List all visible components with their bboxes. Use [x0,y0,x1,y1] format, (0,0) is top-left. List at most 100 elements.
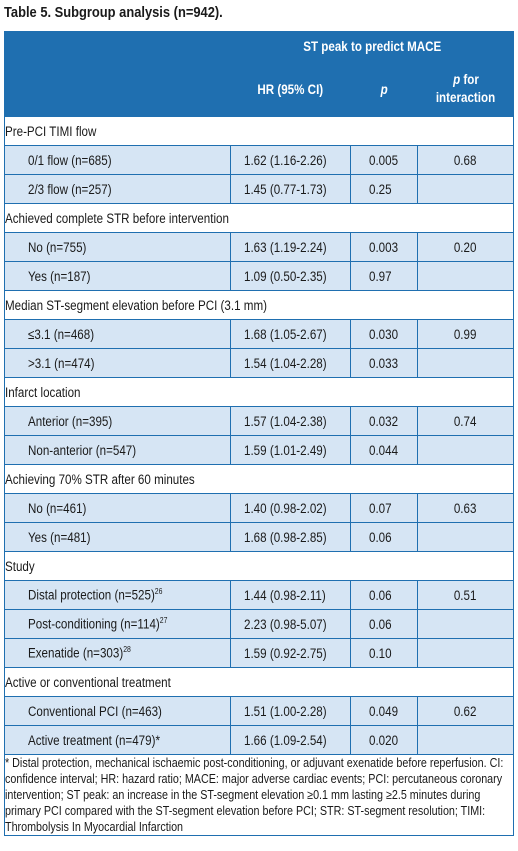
row-label: Yes (n=187) [4,261,231,291]
row-label: Post-conditioning (n=114)27 [4,609,231,639]
row-label: Conventional PCI (n=463) [4,696,231,726]
table-title: Table 5. Subgroup analysis (n=942). [4,4,223,21]
hr-ci-value: 1.54 (1.04-2.28) [230,348,351,378]
p-value: 0.10 [350,638,418,668]
table-row: Yes (n=187) 1.09 (0.50-2.35) 0.97 [4,261,514,291]
table-row: 0/1 flow (n=685) 1.62 (1.16-2.26) 0.005 0.6… [4,145,514,175]
hr-ci-value: 1.44 (0.98-2.11) [230,580,351,610]
header-row-columns: HR (95% CI) p p for interaction [5,61,514,117]
p-interaction-value [417,174,514,204]
section-row: Study [4,551,514,581]
section-title: Pre-PCI TIMI flow [4,116,514,146]
section-row: Pre-PCI TIMI flow [4,116,514,146]
table-row: 2/3 flow (n=257) 1.45 (0.77-1.73) 0.25 [4,174,514,204]
p-value: 0.06 [350,580,418,610]
hr-ci-value: 1.57 (1.04-2.38) [230,406,351,436]
header-row-group: ST peak to predict MACE [4,31,514,117]
row-label: ≤3.1 (n=468) [4,319,231,349]
section-title: Infarct location [4,377,514,407]
hr-ci-value: 1.45 (0.77-1.73) [230,174,351,204]
p-value: 0.033 [350,348,418,378]
section-row: Achieving 70% STR after 60 minutes [4,464,514,494]
table-body: Pre-PCI TIMI flow 0/1 flow (n=685) 1.62 (1… [4,116,514,755]
p-value: 0.032 [350,406,418,436]
section-row: Median ST-segment elevation before PCI (… [4,290,514,320]
hr-ci-value: 1.66 (1.09-2.54) [230,725,351,755]
p-value: 0.003 [350,232,418,262]
header-group-cell: ST peak to predict MACE [230,31,514,62]
header-blank-cell [4,31,231,117]
hr-ci-value: 1.68 (0.98-2.85) [230,522,351,552]
row-label: Anterior (n=395) [4,406,231,436]
table-row: Exenatide (n=303)28 1.59 (0.92-2.75) 0.10 [4,638,514,668]
p-interaction-value: 0.63 [417,493,514,523]
section-title: Median ST-segment elevation before PCI (… [4,290,514,320]
row-label: Non-anterior (n=547) [4,435,231,465]
section-row: Active or conventional treatment [4,667,514,697]
section-title: Achieved complete STR before interventio… [4,203,514,233]
hr-ci-value: 1.09 (0.50-2.35) [230,261,351,291]
row-label: 2/3 flow (n=257) [4,174,231,204]
p-interaction-value [417,638,514,668]
p-interaction-value: 0.51 [417,580,514,610]
hr-ci-value: 1.59 (1.01-2.49) [230,435,351,465]
reference-superscript: 27 [159,616,168,626]
table-row: Distal protection (n=525)26 1.44 (0.98-2.… [4,580,514,610]
p-value: 0.06 [350,522,418,552]
header-hr: HR (95% CI) [230,61,351,117]
hr-ci-value: 1.68 (1.05-2.67) [230,319,351,349]
p-value: 0.020 [350,725,418,755]
section-row: Infarct location [4,377,514,407]
p-interaction-value: 0.68 [417,145,514,175]
p-value: 0.030 [350,319,418,349]
p-value: 0.97 [350,261,418,291]
table-row: Anterior (n=395) 1.57 (1.04-2.38) 0.032 0.7… [4,406,514,436]
header-p: p [350,61,418,117]
row-label: >3.1 (n=474) [4,348,231,378]
section-title: Achieving 70% STR after 60 minutes [4,464,514,494]
table-row: No (n=755) 1.63 (1.19-2.24) 0.003 0.20 [4,232,514,262]
p-value: 0.044 [350,435,418,465]
row-label: Active treatment (n=479)* [4,725,231,755]
hr-ci-value: 2.23 (0.98-5.07) [230,609,351,639]
p-interaction-value [417,435,514,465]
p-interaction-value [417,609,514,639]
row-label: No (n=755) [4,232,231,262]
p-interaction-value: 0.62 [417,696,514,726]
footnote: * Distal protection, mechanical ischaemi… [4,754,514,836]
table-row: No (n=461) 1.40 (0.98-2.02) 0.07 0.63 [4,493,514,523]
hr-ci-value: 1.40 (0.98-2.02) [230,493,351,523]
hr-ci-value: 1.62 (1.16-2.26) [230,145,351,175]
row-label: Yes (n=481) [4,522,231,552]
p-interaction-value [417,725,514,755]
p-value: 0.06 [350,609,418,639]
table-row: ≤3.1 (n=468) 1.68 (1.05-2.67) 0.030 0.99 [4,319,514,349]
hr-ci-value: 1.63 (1.19-2.24) [230,232,351,262]
p-value: 0.049 [350,696,418,726]
p-interaction-value [417,261,514,291]
table-row: Non-anterior (n=547) 1.59 (1.01-2.49) 0.04… [4,435,514,465]
p-interaction-value [417,522,514,552]
row-label: No (n=461) [4,493,231,523]
table-row: Active treatment (n=479)* 1.66 (1.09-2.54… [4,725,514,755]
table-row: Yes (n=481) 1.68 (0.98-2.85) 0.06 [4,522,514,552]
hr-ci-value: 1.59 (0.92-2.75) [230,638,351,668]
section-row: Achieved complete STR before interventio… [4,203,514,233]
reference-superscript: 26 [154,587,163,597]
row-label: Distal protection (n=525)26 [4,580,231,610]
p-value: 0.07 [350,493,418,523]
p-value: 0.005 [350,145,418,175]
table-row: Conventional PCI (n=463) 1.51 (1.00-2.28)… [4,696,514,726]
section-title: Active or conventional treatment [4,667,514,697]
hr-ci-value: 1.51 (1.00-2.28) [230,696,351,726]
p-interaction-value [417,348,514,378]
p-interaction-value: 0.99 [417,319,514,349]
section-title: Study [4,551,514,581]
p-interaction-value: 0.20 [417,232,514,262]
row-label: Exenatide (n=303)28 [4,638,231,668]
p-interaction-value: 0.74 [417,406,514,436]
table-row: Post-conditioning (n=114)27 2.23 (0.98-5.… [4,609,514,639]
row-label: 0/1 flow (n=685) [4,145,231,175]
footnote-row: * Distal protection, mechanical ischaemi… [4,754,514,836]
